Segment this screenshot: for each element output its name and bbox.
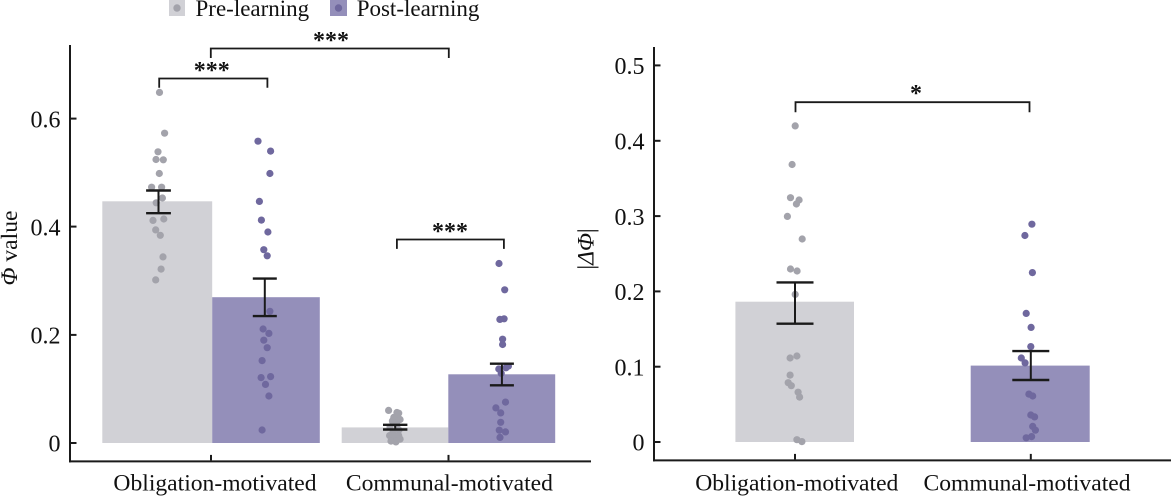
svg-text:***: *** bbox=[313, 28, 349, 54]
svg-text:*: * bbox=[910, 81, 922, 107]
svg-text:Obligation-motivated: Obligation-motivated bbox=[113, 470, 316, 496]
svg-text:Pre-learning: Pre-learning bbox=[196, 0, 310, 21]
svg-text:0.4: 0.4 bbox=[615, 130, 645, 156]
svg-text:Communal-motivated: Communal-motivated bbox=[346, 470, 553, 496]
svg-text:0.3: 0.3 bbox=[615, 205, 645, 231]
svg-text:Φ value: Φ value bbox=[0, 211, 23, 286]
svg-text:0.2: 0.2 bbox=[31, 324, 61, 350]
svg-text:|ΔΦ|: |ΔΦ| bbox=[574, 228, 600, 269]
svg-text:Communal-motivated: Communal-motivated bbox=[923, 470, 1130, 496]
svg-text:0.5: 0.5 bbox=[615, 54, 645, 80]
svg-text:0: 0 bbox=[633, 431, 645, 457]
svg-text:0.6: 0.6 bbox=[31, 107, 61, 133]
svg-text:***: *** bbox=[432, 219, 468, 245]
svg-text:Post-learning: Post-learning bbox=[357, 0, 480, 21]
svg-text:0.1: 0.1 bbox=[615, 355, 645, 381]
svg-text:0: 0 bbox=[49, 432, 61, 458]
svg-text:Obligation-motivated: Obligation-motivated bbox=[695, 470, 898, 496]
svg-text:***: *** bbox=[194, 58, 230, 84]
svg-text:0.2: 0.2 bbox=[615, 280, 645, 306]
svg-text:0.4: 0.4 bbox=[31, 215, 61, 241]
